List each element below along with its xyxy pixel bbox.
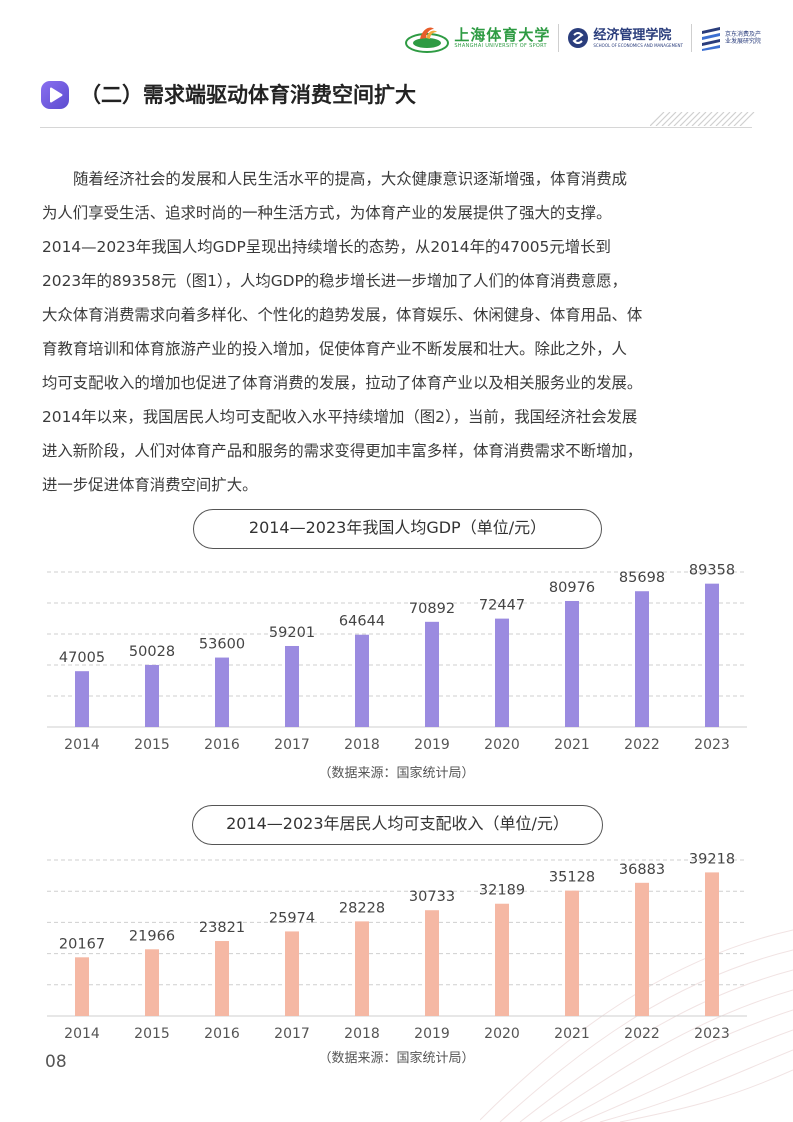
x-tick-label-2018: 2018 <box>344 737 380 753</box>
grid-lines <box>47 571 747 728</box>
data-label-2019: 70892 <box>409 601 455 617</box>
chart1-source: （数据来源：国家统计局） <box>318 766 475 781</box>
x-tick-label-2019: 2019 <box>414 737 450 753</box>
x-tick-label-2019: 2019 <box>414 1026 450 1042</box>
section-divider <box>40 127 752 128</box>
data-label-2015: 21966 <box>129 928 175 944</box>
x-tick-label-2020: 2020 <box>484 737 520 753</box>
paragraph-line: 进一步促进体育消费空间扩大。 <box>42 476 258 494</box>
x-tick-label-2014: 2014 <box>64 1026 100 1042</box>
school-name-cn: 经济管理学院 <box>593 27 672 43</box>
paragraph-line: 育教育培训和体育旅游产业的投入增加，促使体育产业不断发展和壮大。除此之外，人 <box>42 340 627 358</box>
x-tick-label-2014: 2014 <box>64 737 100 753</box>
bar-2021 <box>565 890 579 1016</box>
paragraph-line: 为人们享受生活、追求时尚的一种生活方式，为体育产业的发展提供了强大的支撑。 <box>42 204 612 222</box>
bar-2023 <box>705 872 719 1016</box>
x-tick-label-2023: 2023 <box>694 1026 730 1042</box>
chart2-source: （数据来源：国家统计局） <box>318 1051 475 1066</box>
chart1-title: 2014—2023年我国人均GDP（单位/元） <box>193 509 602 549</box>
university-name-cn: 上海体育大学 <box>454 25 551 44</box>
data-label-2016: 23821 <box>199 920 245 936</box>
x-tick-label-2022: 2022 <box>624 737 660 753</box>
decorative-swirl <box>480 929 793 1122</box>
school-name-en: SCHOOL OF ECONOMICS AND MANAGEMENT <box>593 42 683 48</box>
body-paragraph: 随着经济社会的发展和人民生活水平的提高，大众健康意识逐渐增强，体育消费成 为人们… <box>42 162 754 502</box>
bar-2018 <box>355 634 369 727</box>
x-tick-label-2021: 2021 <box>554 737 590 753</box>
data-label-2021: 35128 <box>549 870 595 886</box>
data-label-2022: 85698 <box>619 570 665 586</box>
x-tick-label-2021: 2021 <box>554 1026 590 1042</box>
data-label-2017: 25974 <box>269 910 315 926</box>
page-number: 08 <box>45 1052 67 1072</box>
grid-lines <box>47 859 747 1017</box>
institute-emblem-icon <box>702 27 720 51</box>
bar-2022 <box>635 882 649 1016</box>
bar-2018 <box>355 921 369 1016</box>
section-title: （二）需求端驱动体育消费空间扩大 <box>80 83 416 107</box>
bar-2015 <box>145 664 159 727</box>
university-logo: 上海体育大学 SHANGHAI UNIVERSITY OF SPORT <box>404 23 550 53</box>
data-label-2021: 80976 <box>549 580 595 596</box>
decorative-hatch <box>650 112 755 126</box>
x-tick-label-2017: 2017 <box>274 737 310 753</box>
bar-2021 <box>565 600 579 727</box>
x-tick-label-2023: 2023 <box>694 737 730 753</box>
data-label-2020: 32189 <box>479 883 525 899</box>
paragraph-line: 进入新阶段，人们对体育产品和服务的需求变得更加丰富多样，体育消费需求不断增加， <box>42 442 643 460</box>
bar-2023 <box>705 583 719 727</box>
data-label-2014: 47005 <box>59 650 105 666</box>
x-tick-label-2015: 2015 <box>134 1026 170 1042</box>
bar-2017 <box>285 931 299 1016</box>
bar-2019 <box>425 621 439 727</box>
bar-2016 <box>215 657 229 727</box>
school-logo: 经济管理学院 SCHOOL OF ECONOMICS AND MANAGEMEN… <box>567 27 683 49</box>
bar-2020 <box>495 903 509 1016</box>
paragraph-line: 2014年以来，我国居民人均可支配收入水平持续增加（图2），当前，我国经济社会发… <box>42 408 638 426</box>
logo-divider <box>691 24 692 52</box>
gdp-per-capita-chart: 47005 2014 50028 2015 53600 2016 59201 2017 6464… <box>47 563 747 753</box>
data-label-2020: 72447 <box>479 598 525 614</box>
bar-2014 <box>75 957 89 1016</box>
chart2-title: 2014—2023年居民人均可支配收入（单位/元） <box>192 805 603 845</box>
x-tick-label-2022: 2022 <box>624 1026 660 1042</box>
data-label-2022: 36883 <box>619 862 665 878</box>
sus-emblem-icon <box>405 27 450 53</box>
paragraph-line: 2023年的89358元（图1），人均GDP的稳步增长进一步增加了人们的体育消费… <box>42 272 627 290</box>
x-tick-label-2020: 2020 <box>484 1026 520 1042</box>
institute-logo: 京东消费及产业发展研究院 <box>700 25 765 51</box>
bar-2020 <box>495 618 509 727</box>
data-label-2023: 39218 <box>689 851 735 867</box>
data-label-2018: 64644 <box>339 614 385 630</box>
data-label-2015: 50028 <box>129 644 175 660</box>
data-label-2018: 28228 <box>339 900 385 916</box>
paragraph-line: 均可支配收入的增加也促进了体育消费的发展，拉动了体育产业以及相关服务业的发展。 <box>42 374 643 392</box>
data-label-2019: 30733 <box>409 889 455 905</box>
bar-2016 <box>215 941 229 1016</box>
data-label-2017: 59201 <box>269 625 315 641</box>
x-tick-label-2018: 2018 <box>344 1026 380 1042</box>
play-circle-icon <box>41 81 69 109</box>
data-label-2014: 20167 <box>59 936 105 952</box>
paragraph-line: 随着经济社会的发展和人民生活水平的提高，大众健康意识逐渐增强，体育消费成 <box>73 170 628 188</box>
disposable-income-chart: 20167 2014 21966 2015 23821 2016 25974 2017 2822… <box>47 851 747 1042</box>
x-tick-label-2017: 2017 <box>274 1026 310 1042</box>
university-name-en: SHANGHAI UNIVERSITY OF SPORT <box>454 42 547 49</box>
paragraph-line: 大众体育消费需求向着多样化、个性化的趋势发展，体育娱乐、休闲健身、体育用品、体 <box>42 306 643 324</box>
x-tick-label-2015: 2015 <box>134 737 170 753</box>
bar-2022 <box>635 591 649 727</box>
bar-2014 <box>75 671 89 727</box>
institute-name-cn: 京东消费及产业发展研究院 <box>725 31 762 45</box>
data-label-2023: 89358 <box>689 563 735 579</box>
sem-emblem-icon <box>568 28 589 48</box>
logo-divider <box>558 24 560 52</box>
bar-2019 <box>425 910 439 1016</box>
x-tick-label-2016: 2016 <box>204 737 240 753</box>
data-label-2016: 53600 <box>199 637 245 653</box>
x-tick-label-2016: 2016 <box>204 1026 240 1042</box>
bar-2017 <box>285 645 299 727</box>
bar-2015 <box>145 949 159 1016</box>
paragraph-line: 2014—2023年我国人均GDP呈现出持续增长的态势，从2014年的47005… <box>42 238 611 256</box>
header-logos: 上海体育大学 SHANGHAI UNIVERSITY OF SPORT 经济管理… <box>404 18 765 58</box>
